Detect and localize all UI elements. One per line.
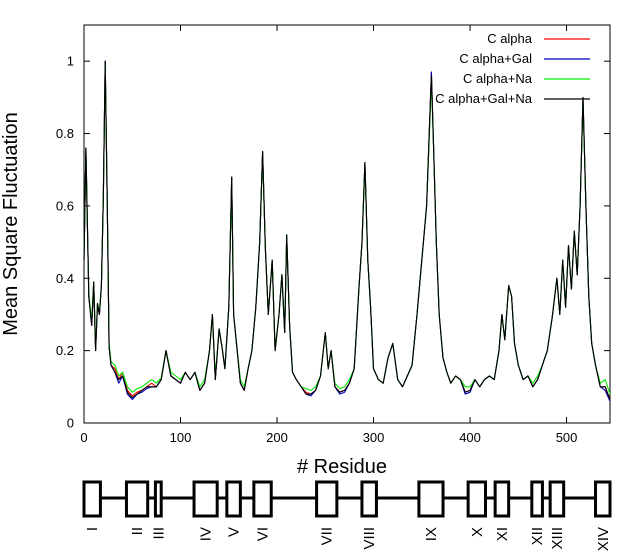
legend-label: C alpha+Gal+Na [435, 91, 533, 106]
legend-label: C alpha+Gal [459, 51, 532, 66]
domain-label: I [84, 527, 101, 531]
y-tick-label: 0.8 [56, 126, 74, 141]
domain-label: XI [494, 527, 511, 541]
domain-label: II [129, 527, 146, 535]
x-tick-label: 100 [170, 430, 192, 445]
domain-box [530, 480, 544, 518]
plot-frame-group [83, 24, 611, 424]
legend-label: C alpha [487, 31, 533, 46]
x-tick-label: 200 [266, 430, 288, 445]
domain-label: XIV [595, 527, 612, 551]
domain-label: IV [198, 527, 215, 541]
domain-label: IX [423, 527, 440, 541]
domain-box [315, 480, 339, 518]
series-lines [83, 60, 611, 402]
domain-box [493, 480, 511, 518]
y-tick-label: 0.6 [56, 198, 74, 213]
y-tick-label: 0.2 [56, 343, 74, 358]
domain-box [252, 480, 273, 518]
series-line-c-alpha [83, 60, 611, 400]
x-tick-label: 400 [459, 430, 481, 445]
domain-box [153, 480, 163, 518]
series-line-c-alpha-gal-na [83, 60, 611, 400]
series-line-c-alpha-gal [83, 60, 611, 402]
y-tick-label: 0.4 [56, 271, 74, 286]
plot-frame [83, 24, 611, 424]
domain-box [124, 480, 150, 518]
domain-box [360, 480, 378, 518]
y-tick-label: 0 [67, 416, 74, 431]
domain-label: VI [255, 527, 272, 541]
domain-map: I II III IV V VI VII VIII IX X XI XII XIII XIV [82, 480, 612, 551]
domain-box [192, 480, 219, 518]
domain-label: V [226, 527, 243, 537]
x-tick-label: 500 [556, 430, 578, 445]
domain-label: X [469, 527, 486, 537]
domain-box [594, 480, 612, 518]
domain-box [225, 480, 242, 518]
y-tick-label: 1 [67, 54, 74, 69]
domain-label: VIII [361, 527, 378, 550]
x-axis-label: # Residue [297, 456, 387, 478]
domain-label: XIII [549, 527, 566, 550]
domain-box [466, 480, 487, 518]
domain-label: XII [529, 527, 546, 545]
legend: C alpha C alpha+Gal C alpha+Na C alpha+Gal+… [435, 31, 590, 106]
axis-ticks: 0 100 200 300 400 500 0 0.2 0.4 0.6 0.8 1 [56, 25, 610, 445]
domain-box [548, 480, 566, 518]
x-tick-label: 300 [363, 430, 385, 445]
y-axis-label: Mean Square Fluctuation [0, 112, 22, 335]
series-line-c-alpha-na [83, 64, 611, 395]
domain-label: VII [319, 527, 336, 545]
x-tick-label: 0 [80, 430, 87, 445]
domain-box [417, 480, 445, 518]
domain-label: III [150, 527, 167, 540]
domain-box [82, 480, 102, 518]
legend-label: C alpha+Na [463, 71, 533, 86]
